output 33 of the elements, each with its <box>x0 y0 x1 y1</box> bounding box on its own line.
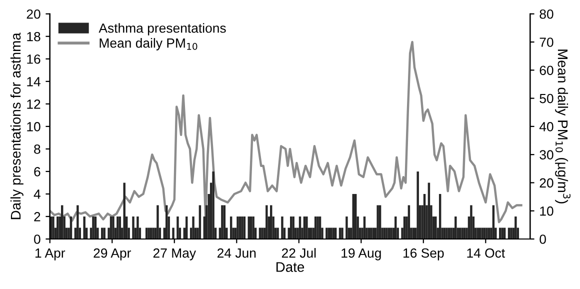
y2-tick-label: 40 <box>539 122 554 132</box>
x-tick-label: 14 Oct <box>467 248 505 258</box>
x-tick-label: 1 Apr <box>35 248 66 260</box>
y2-tick-label: 10 <box>540 206 554 216</box>
y2-tick-label: 50 <box>540 94 554 104</box>
y-tick-label: 6 <box>34 167 40 176</box>
x-tick-label: 27 May <box>153 248 196 260</box>
x-tick-label: 16 Sep <box>404 248 444 260</box>
y2-tick-label: 70 <box>540 38 554 47</box>
y-tick-label: 0 <box>34 234 40 244</box>
y-tick-label: 2 <box>34 212 40 222</box>
y-axis-title: Daily presentations for asthma <box>10 32 24 220</box>
y2-axis-title: Mean daily PM$_{10}$ (µg/m$^{3}$) <box>555 50 570 204</box>
x-tick-label: 29 Apr <box>94 248 131 260</box>
y-tick-label: 8 <box>34 144 40 154</box>
y-tick-label: 12 <box>27 99 40 109</box>
legend-label: Mean daily PM$_{10}$ <box>100 38 198 50</box>
x-tick-label: 22 Jul <box>282 248 316 258</box>
legend-label: Asthma presentations <box>98 23 226 36</box>
y2-tick-label: 60 <box>540 66 554 76</box>
y-tick-label: 14 <box>27 77 40 86</box>
x-tick-label: 19 Aug <box>342 248 381 260</box>
y-tick-label: 16 <box>27 54 40 64</box>
y-tick-label: 10 <box>27 122 40 132</box>
y2-tick-label: 20 <box>540 178 554 188</box>
y-tick-label: 20 <box>26 9 40 19</box>
x-axis-title: Date <box>276 262 304 272</box>
x-tick-label: 24 Jun <box>218 248 256 258</box>
y2-tick-label: 80 <box>540 9 554 19</box>
y-tick-label: 4 <box>34 190 40 199</box>
y2-tick-label: 30 <box>540 150 554 160</box>
y2-tick-label: 0 <box>540 234 546 244</box>
y-tick-label: 18 <box>27 32 40 42</box>
